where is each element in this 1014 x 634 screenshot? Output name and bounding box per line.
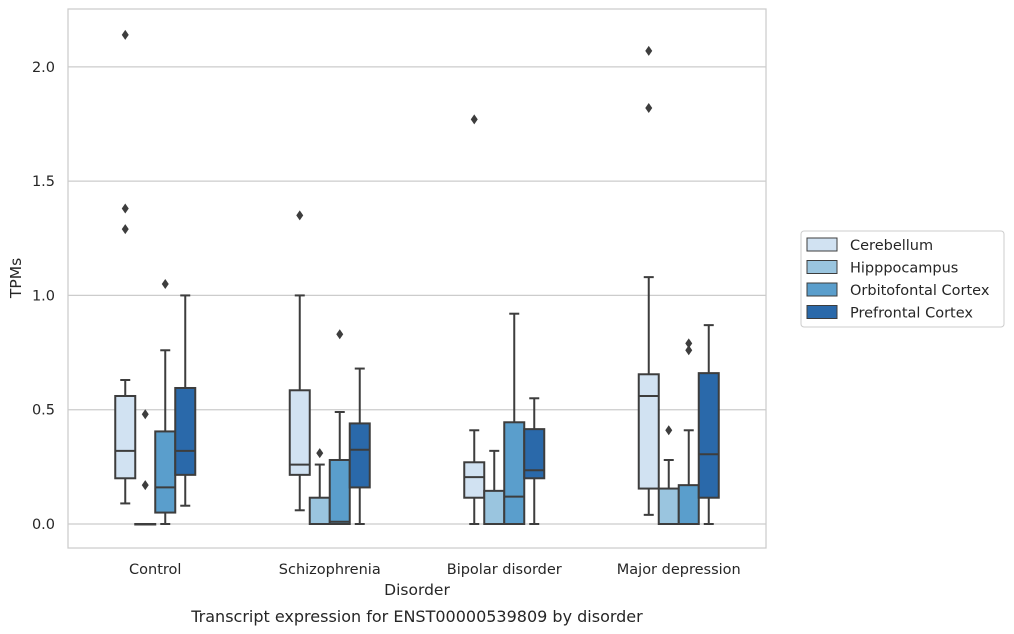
box bbox=[288, 389, 311, 476]
legend-label: Hipppocampus bbox=[850, 261, 958, 277]
box bbox=[637, 373, 660, 490]
category-group bbox=[288, 210, 371, 525]
outlier-point bbox=[336, 329, 344, 340]
legend-frame bbox=[800, 230, 1005, 328]
box bbox=[174, 386, 197, 476]
category-group bbox=[114, 29, 197, 526]
box bbox=[697, 372, 720, 499]
outlier-point bbox=[665, 425, 673, 436]
y-tick-labels: 0.0 0.5 1.0 1.5 2.0 bbox=[32, 60, 55, 533]
legend-label: Cerebellum bbox=[850, 238, 933, 254]
outlier-point bbox=[161, 278, 169, 289]
box bbox=[328, 458, 351, 525]
y-tick-label: 0.5 bbox=[32, 403, 55, 419]
outlier-point bbox=[141, 480, 149, 491]
legend-label: Prefrontal Cortex bbox=[850, 306, 973, 322]
legend-swatch bbox=[806, 305, 838, 319]
y-tick-label: 0.0 bbox=[32, 517, 55, 533]
x-tick-label: Major depression bbox=[617, 562, 741, 578]
legend-swatch bbox=[806, 282, 838, 297]
box bbox=[463, 461, 486, 499]
outlier-point bbox=[685, 338, 693, 349]
outlier-point bbox=[685, 345, 693, 356]
legend-swatch bbox=[806, 260, 838, 274]
box bbox=[523, 428, 546, 480]
outlier-point bbox=[121, 29, 129, 40]
box bbox=[677, 484, 700, 525]
outlier-point bbox=[296, 210, 304, 221]
box bbox=[154, 430, 177, 514]
y-axis-label: TPMs bbox=[7, 258, 25, 299]
x-tick-label: Control bbox=[129, 562, 181, 578]
x-tick-labels: Control Schizophrenia Bipolar disorder Majo… bbox=[129, 562, 741, 578]
outlier-point bbox=[141, 409, 149, 420]
outlier-point bbox=[645, 102, 653, 113]
outlier-point bbox=[121, 224, 129, 235]
box bbox=[308, 496, 331, 525]
y-tick-label: 1.0 bbox=[32, 288, 55, 304]
legend: Cerebellum Hipppocampus Orbitofontal Corte… bbox=[800, 230, 1005, 328]
outlier-point bbox=[645, 45, 653, 56]
box bbox=[114, 394, 137, 480]
y-tick-label: 1.5 bbox=[32, 174, 55, 190]
box bbox=[483, 489, 506, 525]
box bbox=[657, 487, 680, 525]
x-tick-label: Bipolar disorder bbox=[447, 562, 562, 578]
x-axis-label: Disorder bbox=[384, 581, 450, 599]
outlier-point bbox=[121, 203, 129, 214]
outlier-point bbox=[470, 114, 478, 125]
y-tick-label: 2.0 bbox=[32, 60, 55, 76]
box bbox=[503, 421, 526, 525]
legend-swatch bbox=[806, 237, 838, 252]
plot-frame bbox=[67, 8, 767, 549]
category-group bbox=[637, 45, 720, 525]
box-groups bbox=[114, 29, 720, 526]
outlier-point bbox=[316, 448, 324, 459]
x-tick-label: Schizophrenia bbox=[279, 562, 381, 578]
box bbox=[348, 422, 371, 489]
chart-caption: Transcript expression for ENST0000053980… bbox=[190, 607, 643, 626]
legend-label: Orbitofontal Cortex bbox=[850, 283, 990, 299]
category-group bbox=[463, 114, 546, 525]
